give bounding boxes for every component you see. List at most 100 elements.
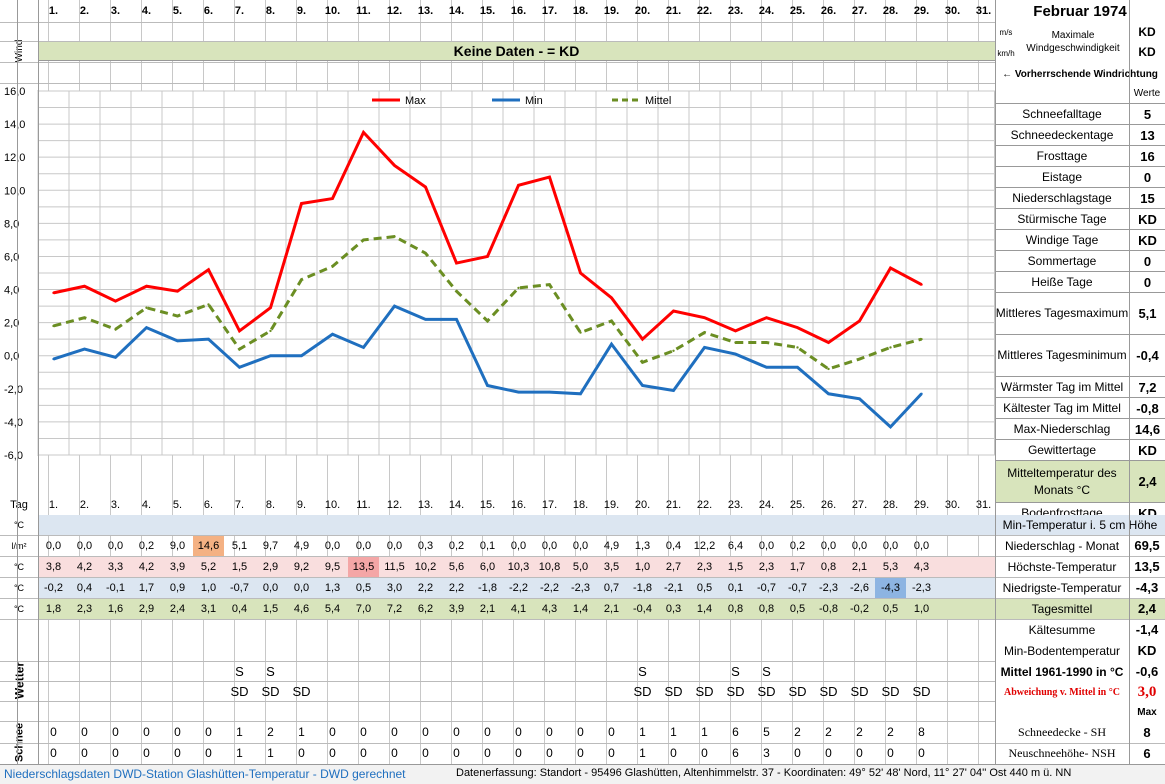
data-point-min [114, 356, 117, 359]
weather-code: S [638, 663, 647, 679]
snow-cell: 1 [267, 746, 274, 760]
table-cell: 1,8 [45, 602, 62, 615]
weather-code: SD [261, 683, 280, 699]
data-point-max [765, 316, 768, 319]
table-cell: 13,5 [348, 556, 379, 577]
y-tick-label: -6,0 [4, 450, 23, 462]
data-point-mittel [176, 314, 179, 318]
table-cell: -1,8 [478, 581, 497, 594]
table-row-total: 69,5 [1134, 538, 1160, 553]
snow-row-label: Neuschneehöhe- NSH [1008, 746, 1116, 760]
table-cell: 1,0 [913, 602, 930, 615]
snow-cell: 1 [701, 725, 708, 739]
data-point-min [238, 366, 241, 369]
table-day-header: 21. [665, 498, 682, 511]
table-cell: 0,5 [355, 581, 372, 594]
table-cell: 2,3 [758, 560, 775, 573]
data-point-max [114, 299, 117, 303]
snow-cell: 0 [856, 746, 863, 760]
data-point-mittel [362, 238, 365, 242]
table-divider [0, 577, 1165, 578]
table-day-header: 1. [48, 498, 59, 511]
weather-code: S [266, 663, 275, 679]
table-cell: 5,3 [882, 560, 899, 573]
max-wind-kmh: KD [1138, 45, 1156, 59]
table-cell: 1,5 [262, 602, 279, 615]
data-point-mittel [734, 341, 737, 344]
lower-stat-label: Abweichung v. Mittel in °C [1004, 687, 1120, 698]
table-cell: 5,6 [448, 560, 465, 573]
snow-cell: 2 [267, 725, 274, 739]
stat-label: Max-Niederschlag [995, 418, 1129, 439]
table-cell: -0,2 [44, 581, 63, 594]
data-point-max [734, 329, 737, 333]
day-header: 29. [913, 5, 930, 17]
row-unit: °C [13, 520, 25, 530]
data-point-min [827, 392, 830, 395]
data-point-min [796, 366, 799, 369]
weather-code: SD [881, 683, 900, 699]
snow-cell: 0 [329, 725, 336, 739]
row-divider [0, 62, 995, 63]
data-point-min [548, 390, 551, 394]
snow-cell: 1 [298, 725, 305, 739]
snow-cell: 0 [546, 746, 553, 760]
table-cell: 0,4 [76, 581, 93, 594]
data-point-max [424, 185, 427, 189]
min5-row-bg [38, 515, 995, 535]
table-cell: 4,6 [293, 602, 310, 615]
data-point-min [83, 347, 86, 351]
stat-value: 5,1 [1129, 292, 1165, 334]
table-cell: 6,4 [727, 539, 744, 552]
data-point-mittel [455, 290, 458, 293]
wind-direction-label: ← Vorherrschende Windrichtung [1002, 68, 1158, 80]
table-cell: 0,0 [45, 539, 62, 552]
snow-cell: 0 [515, 725, 522, 739]
y-tick-label: 8,0 [4, 218, 19, 230]
stat-value: 5 [1129, 103, 1165, 124]
table-cell: 0,0 [882, 539, 899, 552]
table-cell: -2,3 [819, 581, 838, 594]
snow-cell: 0 [422, 725, 429, 739]
stat-label: Gewittertage [995, 439, 1129, 460]
data-point-max [548, 175, 551, 179]
snow-cell: 0 [298, 746, 305, 760]
table-cell: 0,2 [448, 539, 465, 552]
stat-value: KD [1129, 439, 1165, 460]
table-cell: 1,3 [634, 539, 651, 552]
data-point-mittel [610, 319, 613, 323]
data-point-min [300, 354, 303, 357]
data-point-max [703, 316, 706, 319]
lower-stat-value: -0,6 [1135, 664, 1159, 679]
day-header: 15. [479, 5, 496, 17]
table-cell: 0,2 [138, 539, 155, 552]
lower-stat-value: KD [1137, 643, 1157, 658]
table-day-header: 3. [110, 498, 121, 511]
snow-cell: 0 [50, 746, 57, 760]
table-cell: 14,6 [193, 535, 224, 556]
data-point-max [269, 306, 272, 309]
data-point-mittel [517, 286, 520, 290]
table-cell: 0,8 [758, 602, 775, 615]
snow-cell: 0 [50, 725, 57, 739]
table-day-header: 17. [541, 498, 558, 511]
table-cell: 1,0 [634, 560, 651, 573]
table-row-label: Höchste-Temperatur [1007, 559, 1117, 574]
stat-value: 14,6 [1129, 418, 1165, 439]
weather-code: S [731, 663, 740, 679]
table-day-header: 13. [417, 498, 434, 511]
table-cell: 7,2 [386, 602, 403, 615]
table-cell: 3,3 [107, 560, 124, 573]
data-point-mittel [52, 324, 55, 328]
day-header: 21. [665, 5, 682, 17]
lower-stat-value: 3,0 [1137, 684, 1157, 700]
data-point-max [486, 255, 489, 258]
data-point-mittel [145, 306, 148, 309]
max-label: Max [1137, 706, 1157, 718]
table-cell: 0,5 [882, 602, 899, 615]
footer-right: Datenerfassung: Standort - 95496 Glashüt… [456, 767, 1072, 779]
snow-cell: 1 [670, 725, 677, 739]
y-tick-label: -2,0 [4, 384, 23, 396]
weather-code: SD [633, 683, 652, 699]
snow-cell: 1 [236, 746, 243, 760]
